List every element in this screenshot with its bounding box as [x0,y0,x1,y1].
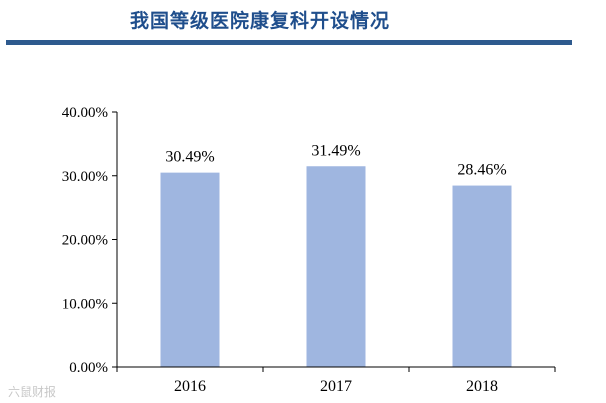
y-tick-label: 10.00% [62,296,108,312]
y-tick-label: 0.00% [69,360,108,376]
y-tick-label: 30.00% [62,169,108,185]
watermark-text: 六鼠财报 [8,385,57,399]
data-label-2018: 28.46% [457,162,506,179]
x-axis: 2016 2017 2018 [116,366,556,395]
bar-2017 [306,166,366,367]
bar-2016 [160,172,220,367]
bars: 30.49% 31.49% 28.46% [160,142,512,367]
bar-2018 [452,185,512,367]
y-axis: 0.00% 10.00% 20.00% 30.00% 40.00% [62,105,118,376]
x-tick-label-2018: 2018 [466,378,498,395]
chart-title: 我国等级医院康复科开设情况 [129,10,390,32]
x-tick-label-2017: 2017 [320,378,352,395]
y-tick-label: 40.00% [62,105,108,121]
data-label-2016: 30.49% [165,149,214,166]
x-tick-label-2016: 2016 [174,378,206,395]
y-tick-label: 20.00% [62,233,108,249]
data-label-2017: 31.49% [311,142,360,159]
title-underline [6,40,572,45]
